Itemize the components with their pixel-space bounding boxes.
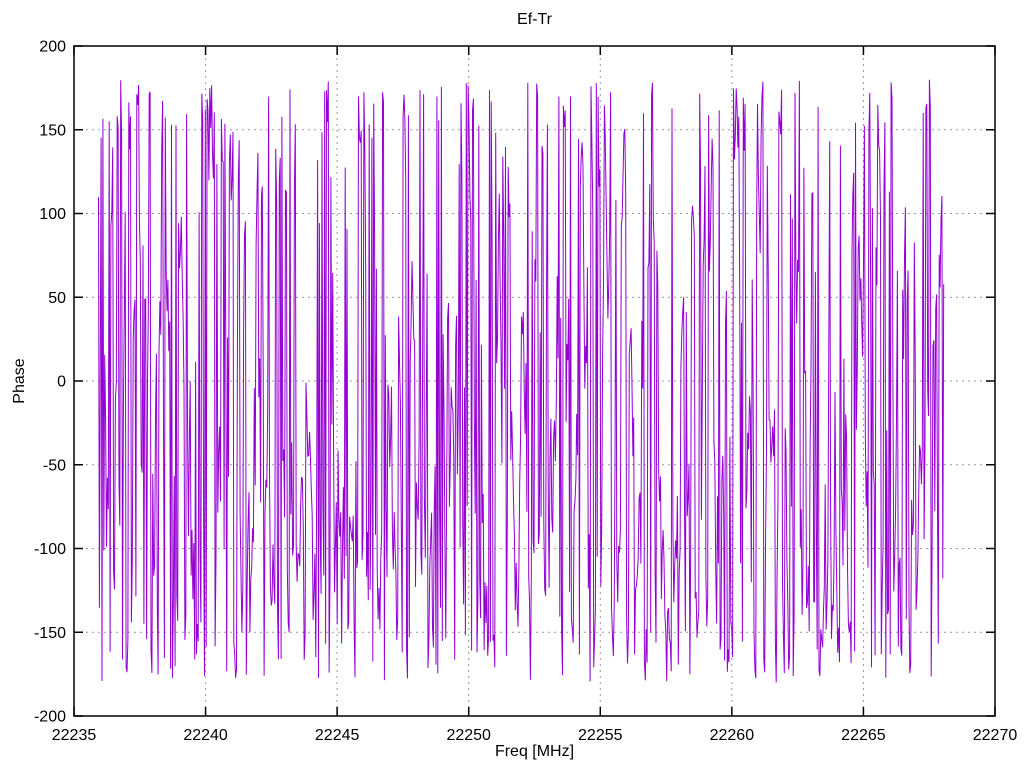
x-tick-label: 22250 — [446, 727, 491, 744]
y-tick-label: 50 — [48, 290, 66, 307]
y-tick-label: 200 — [39, 39, 66, 56]
x-tick-label: 22240 — [183, 727, 228, 744]
y-tick-label: 0 — [57, 374, 66, 391]
x-tick-label: 22260 — [710, 727, 755, 744]
y-tick-label: 150 — [39, 122, 66, 139]
x-tick-label: 22235 — [52, 727, 97, 744]
data-series-line — [98, 79, 945, 683]
x-tick-label: 22255 — [578, 727, 623, 744]
y-tick-label: -150 — [34, 625, 66, 642]
x-tick-label: 22270 — [973, 727, 1018, 744]
x-tick-label: 22245 — [315, 727, 360, 744]
x-axis-label: Freq [MHz] — [494, 743, 575, 760]
y-tick-label: 100 — [39, 206, 66, 223]
y-tick-label: -50 — [43, 457, 66, 474]
y-tick-label: -100 — [34, 541, 66, 558]
y-tick-label: -200 — [34, 709, 66, 726]
chart-title: Ef-Tr — [517, 11, 552, 28]
x-tick-label: 22265 — [841, 727, 886, 744]
